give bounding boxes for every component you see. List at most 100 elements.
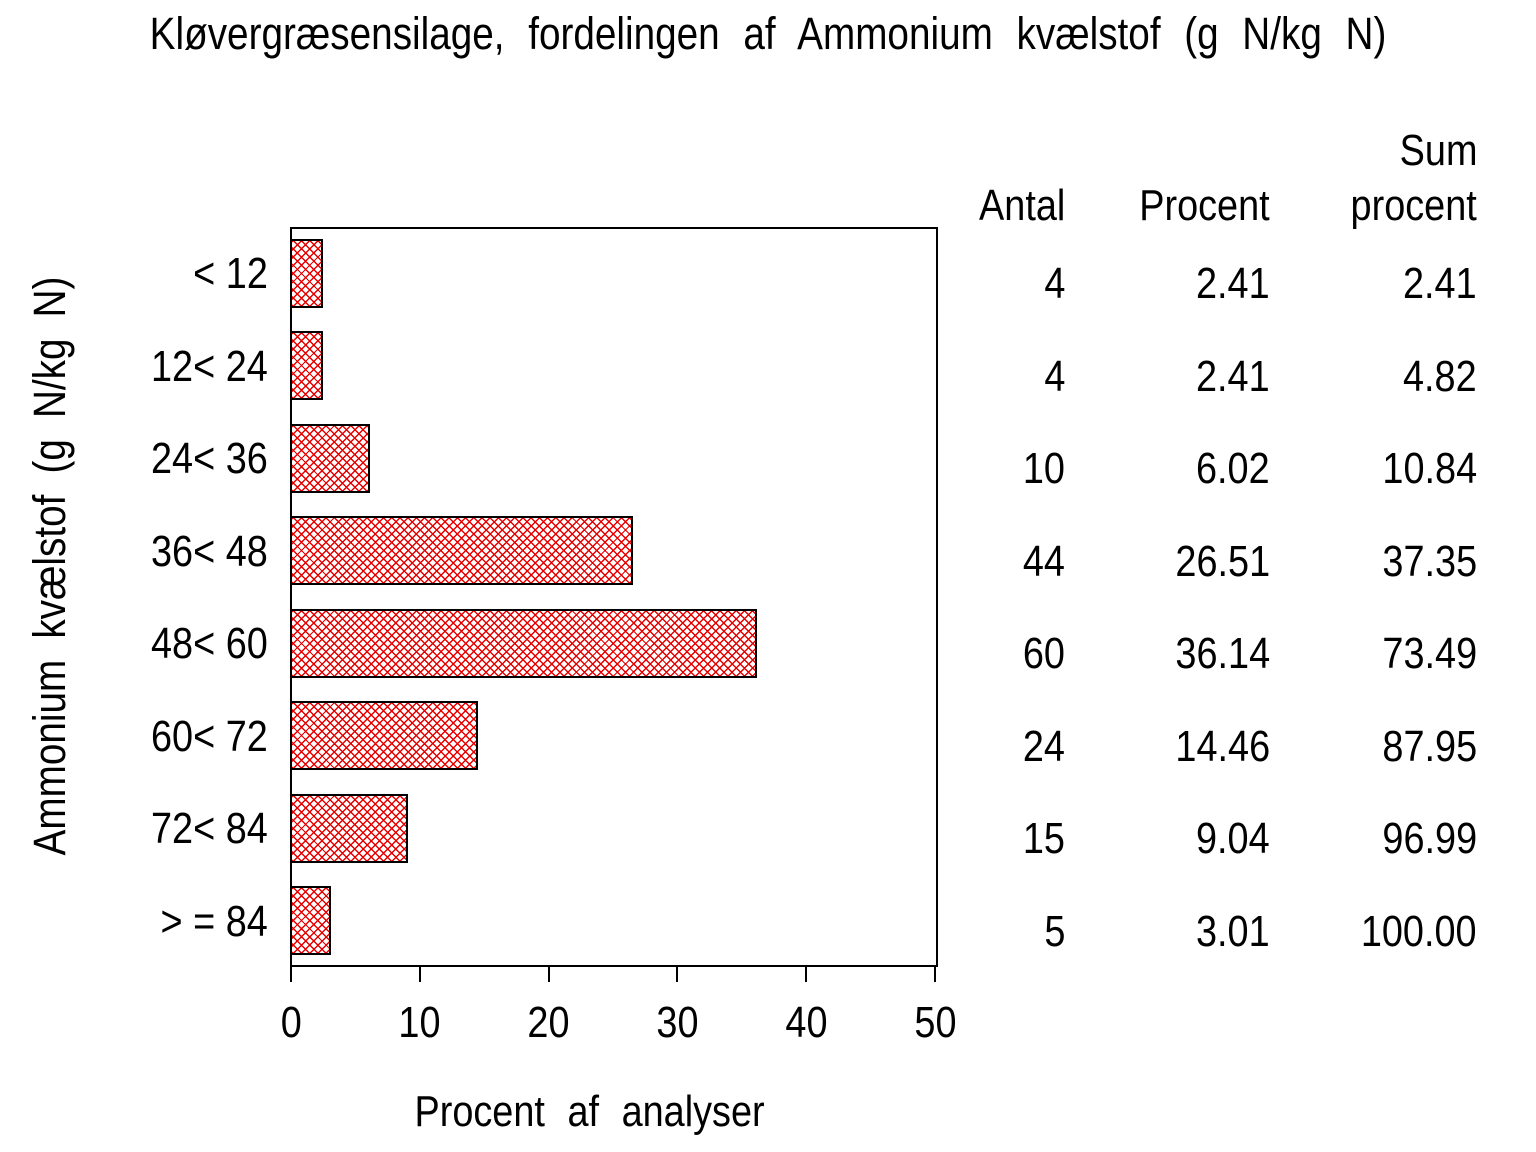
bar-3 bbox=[290, 516, 634, 586]
x-tick-label-30: 30 bbox=[607, 1000, 747, 1046]
bar-4 bbox=[290, 608, 758, 678]
chart-title-text: Kløvergræsensilage, fordelingen af Ammon… bbox=[149, 8, 1387, 59]
bar-6 bbox=[290, 793, 409, 863]
table-cell-c2-r7: 100.00 bbox=[1217, 906, 1477, 956]
category-label-5: 60< 72 bbox=[0, 711, 268, 761]
table-cell-c1-r1: 2.41 bbox=[1010, 351, 1270, 401]
table-header-procent: Procent bbox=[1010, 183, 1270, 229]
bar-7 bbox=[290, 886, 331, 956]
text: 5 bbox=[1043, 906, 1065, 956]
x-tick-20 bbox=[547, 967, 550, 982]
category-label-0: < 12 bbox=[0, 251, 268, 297]
category-label-4: 48< 60 bbox=[0, 621, 268, 667]
text: 87.95 bbox=[1382, 721, 1477, 771]
table-cell-c2-r0: 2.41 bbox=[1217, 261, 1477, 307]
table-cell-c0-r5: 24 bbox=[805, 721, 1065, 771]
text: 14.46 bbox=[1175, 721, 1270, 771]
text: 10 bbox=[1022, 444, 1065, 493]
x-tick-label-20: 20 bbox=[479, 1000, 619, 1046]
category-label-3: 36< 48 bbox=[0, 526, 268, 576]
table-cell-c1-r6: 9.04 bbox=[1010, 816, 1270, 862]
text: 60< 72 bbox=[151, 711, 268, 761]
text: 2.41 bbox=[1403, 259, 1477, 308]
table-cell-c2-r6: 96.99 bbox=[1217, 816, 1477, 862]
category-label-6: 72< 84 bbox=[0, 806, 268, 852]
x-tick-label-50: 50 bbox=[865, 1000, 1005, 1046]
text: 6.02 bbox=[1196, 444, 1270, 493]
text: 4.82 bbox=[1403, 351, 1477, 401]
text: Antal bbox=[978, 181, 1065, 230]
chart-title: Kløvergræsensilage, fordelingen af Ammon… bbox=[0, 8, 1536, 60]
text: 100.00 bbox=[1361, 906, 1477, 956]
text: 30 bbox=[656, 998, 699, 1047]
x-tick-label-0: 0 bbox=[221, 1000, 361, 1046]
table-cell-c1-r7: 3.01 bbox=[1010, 906, 1270, 956]
text: procent bbox=[1350, 181, 1477, 230]
x-tick-30 bbox=[676, 967, 679, 982]
table-header-procent: procent bbox=[1217, 183, 1477, 229]
x-axis-label: Procent af analyser bbox=[190, 1088, 990, 1136]
x-tick-10 bbox=[418, 967, 421, 982]
x-tick-40 bbox=[805, 967, 808, 982]
text: 24 bbox=[1022, 721, 1065, 771]
bar-2 bbox=[290, 423, 370, 493]
text: 10.84 bbox=[1382, 444, 1477, 493]
text: 96.99 bbox=[1382, 814, 1477, 863]
x-tick-label-10: 10 bbox=[350, 1000, 490, 1046]
text: 48< 60 bbox=[151, 619, 268, 669]
bar-1 bbox=[290, 331, 324, 401]
text: 44 bbox=[1022, 536, 1065, 586]
text: 0 bbox=[280, 998, 302, 1047]
text: 3.01 bbox=[1196, 906, 1270, 956]
text: 26.51 bbox=[1175, 536, 1270, 586]
text: 4 bbox=[1043, 351, 1065, 401]
text: 72< 84 bbox=[151, 804, 268, 854]
table-header-antal: Antal bbox=[805, 183, 1065, 229]
x-tick-label-40: 40 bbox=[736, 1000, 876, 1046]
x-axis-label-text: Procent af analyser bbox=[414, 1087, 766, 1136]
table-cell-c0-r4: 60 bbox=[805, 631, 1065, 677]
x-tick-50 bbox=[934, 967, 936, 982]
table-cell-c2-r2: 10.84 bbox=[1217, 446, 1477, 492]
text: < 12 bbox=[193, 249, 268, 299]
text: 15 bbox=[1022, 814, 1065, 863]
table-cell-c1-r2: 6.02 bbox=[1010, 446, 1270, 492]
category-label-7: > = 84 bbox=[0, 898, 268, 945]
bar-5 bbox=[290, 701, 479, 771]
text: 9.04 bbox=[1196, 814, 1270, 863]
text: 36< 48 bbox=[151, 526, 268, 576]
text: 10 bbox=[398, 998, 441, 1047]
table-cell-c0-r2: 10 bbox=[805, 446, 1065, 492]
table-cell-c0-r3: 44 bbox=[805, 536, 1065, 586]
text: Sum bbox=[1399, 126, 1477, 175]
text: Procent bbox=[1139, 181, 1270, 230]
text: 2.41 bbox=[1196, 351, 1270, 401]
table-cell-c1-r5: 14.46 bbox=[1010, 721, 1270, 771]
bar-0 bbox=[290, 238, 324, 308]
table-cell-c0-r1: 4 bbox=[805, 351, 1065, 401]
table-cell-c2-r5: 87.95 bbox=[1217, 721, 1477, 771]
text: 36.14 bbox=[1175, 629, 1270, 678]
table-cell-c2-r3: 37.35 bbox=[1217, 536, 1477, 586]
text: 50 bbox=[913, 998, 957, 1047]
text: 2.41 bbox=[1196, 259, 1270, 308]
plot-area bbox=[290, 227, 938, 967]
text: 20 bbox=[527, 998, 570, 1047]
text: 12< 24 bbox=[151, 341, 268, 391]
table-cell-c0-r6: 15 bbox=[805, 816, 1065, 862]
table-header-sum: Sum bbox=[1217, 128, 1477, 174]
text: 60 bbox=[1022, 629, 1065, 678]
text: 4 bbox=[1043, 259, 1065, 308]
text: 73.49 bbox=[1382, 629, 1477, 678]
category-label-2: 24< 36 bbox=[0, 436, 268, 482]
x-tick-0 bbox=[290, 967, 292, 982]
table-cell-c0-r7: 5 bbox=[805, 906, 1065, 956]
table-cell-c2-r4: 73.49 bbox=[1217, 631, 1477, 677]
table-cell-c1-r0: 2.41 bbox=[1010, 261, 1270, 307]
category-label-1: 12< 24 bbox=[0, 341, 268, 391]
text: 24< 36 bbox=[151, 434, 268, 484]
text: 40 bbox=[785, 998, 828, 1047]
text: 37.35 bbox=[1382, 536, 1477, 586]
table-cell-c1-r3: 26.51 bbox=[1010, 536, 1270, 586]
